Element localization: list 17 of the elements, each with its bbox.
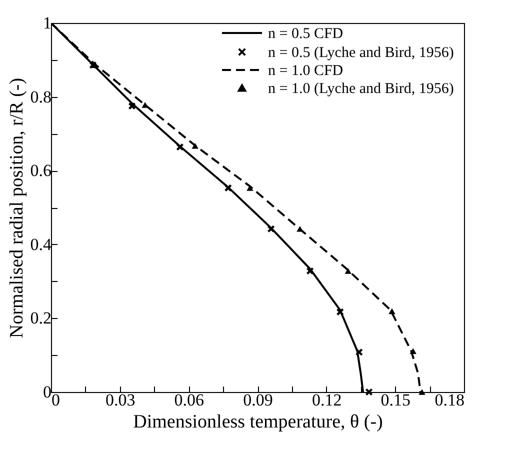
x-axis-title: Dimensionless temperature, θ (-) [133, 412, 383, 432]
x-tick-label: 0.03 [105, 390, 136, 410]
legend-label: n = 1.0 (Lyche and Bird, 1956) [268, 81, 454, 97]
x-tick-label: 0.12 [312, 390, 342, 410]
legend-label: n = 1.0 CFD [268, 63, 344, 79]
x-tick-label: 0.15 [380, 390, 411, 410]
x-tick-label: 0.09 [243, 390, 273, 410]
y-tick-label: 0.4 [30, 234, 52, 254]
y-tick-label: 0.6 [30, 161, 52, 180]
y-tick-label: 1 [43, 14, 52, 32]
y-axis-title: Normalised radial position, r/R (-) [6, 78, 28, 338]
x-tick-label: 0.06 [174, 390, 204, 410]
legend-label: n = 0.5 (Lyche and Bird, 1956) [268, 45, 454, 61]
y-tick-label: 0.2 [30, 308, 52, 328]
x-tick-label: 0.18 [434, 390, 464, 410]
y-tick-label: 0.8 [30, 87, 52, 106]
legend-label: n = 0.5 CFD [268, 26, 344, 42]
